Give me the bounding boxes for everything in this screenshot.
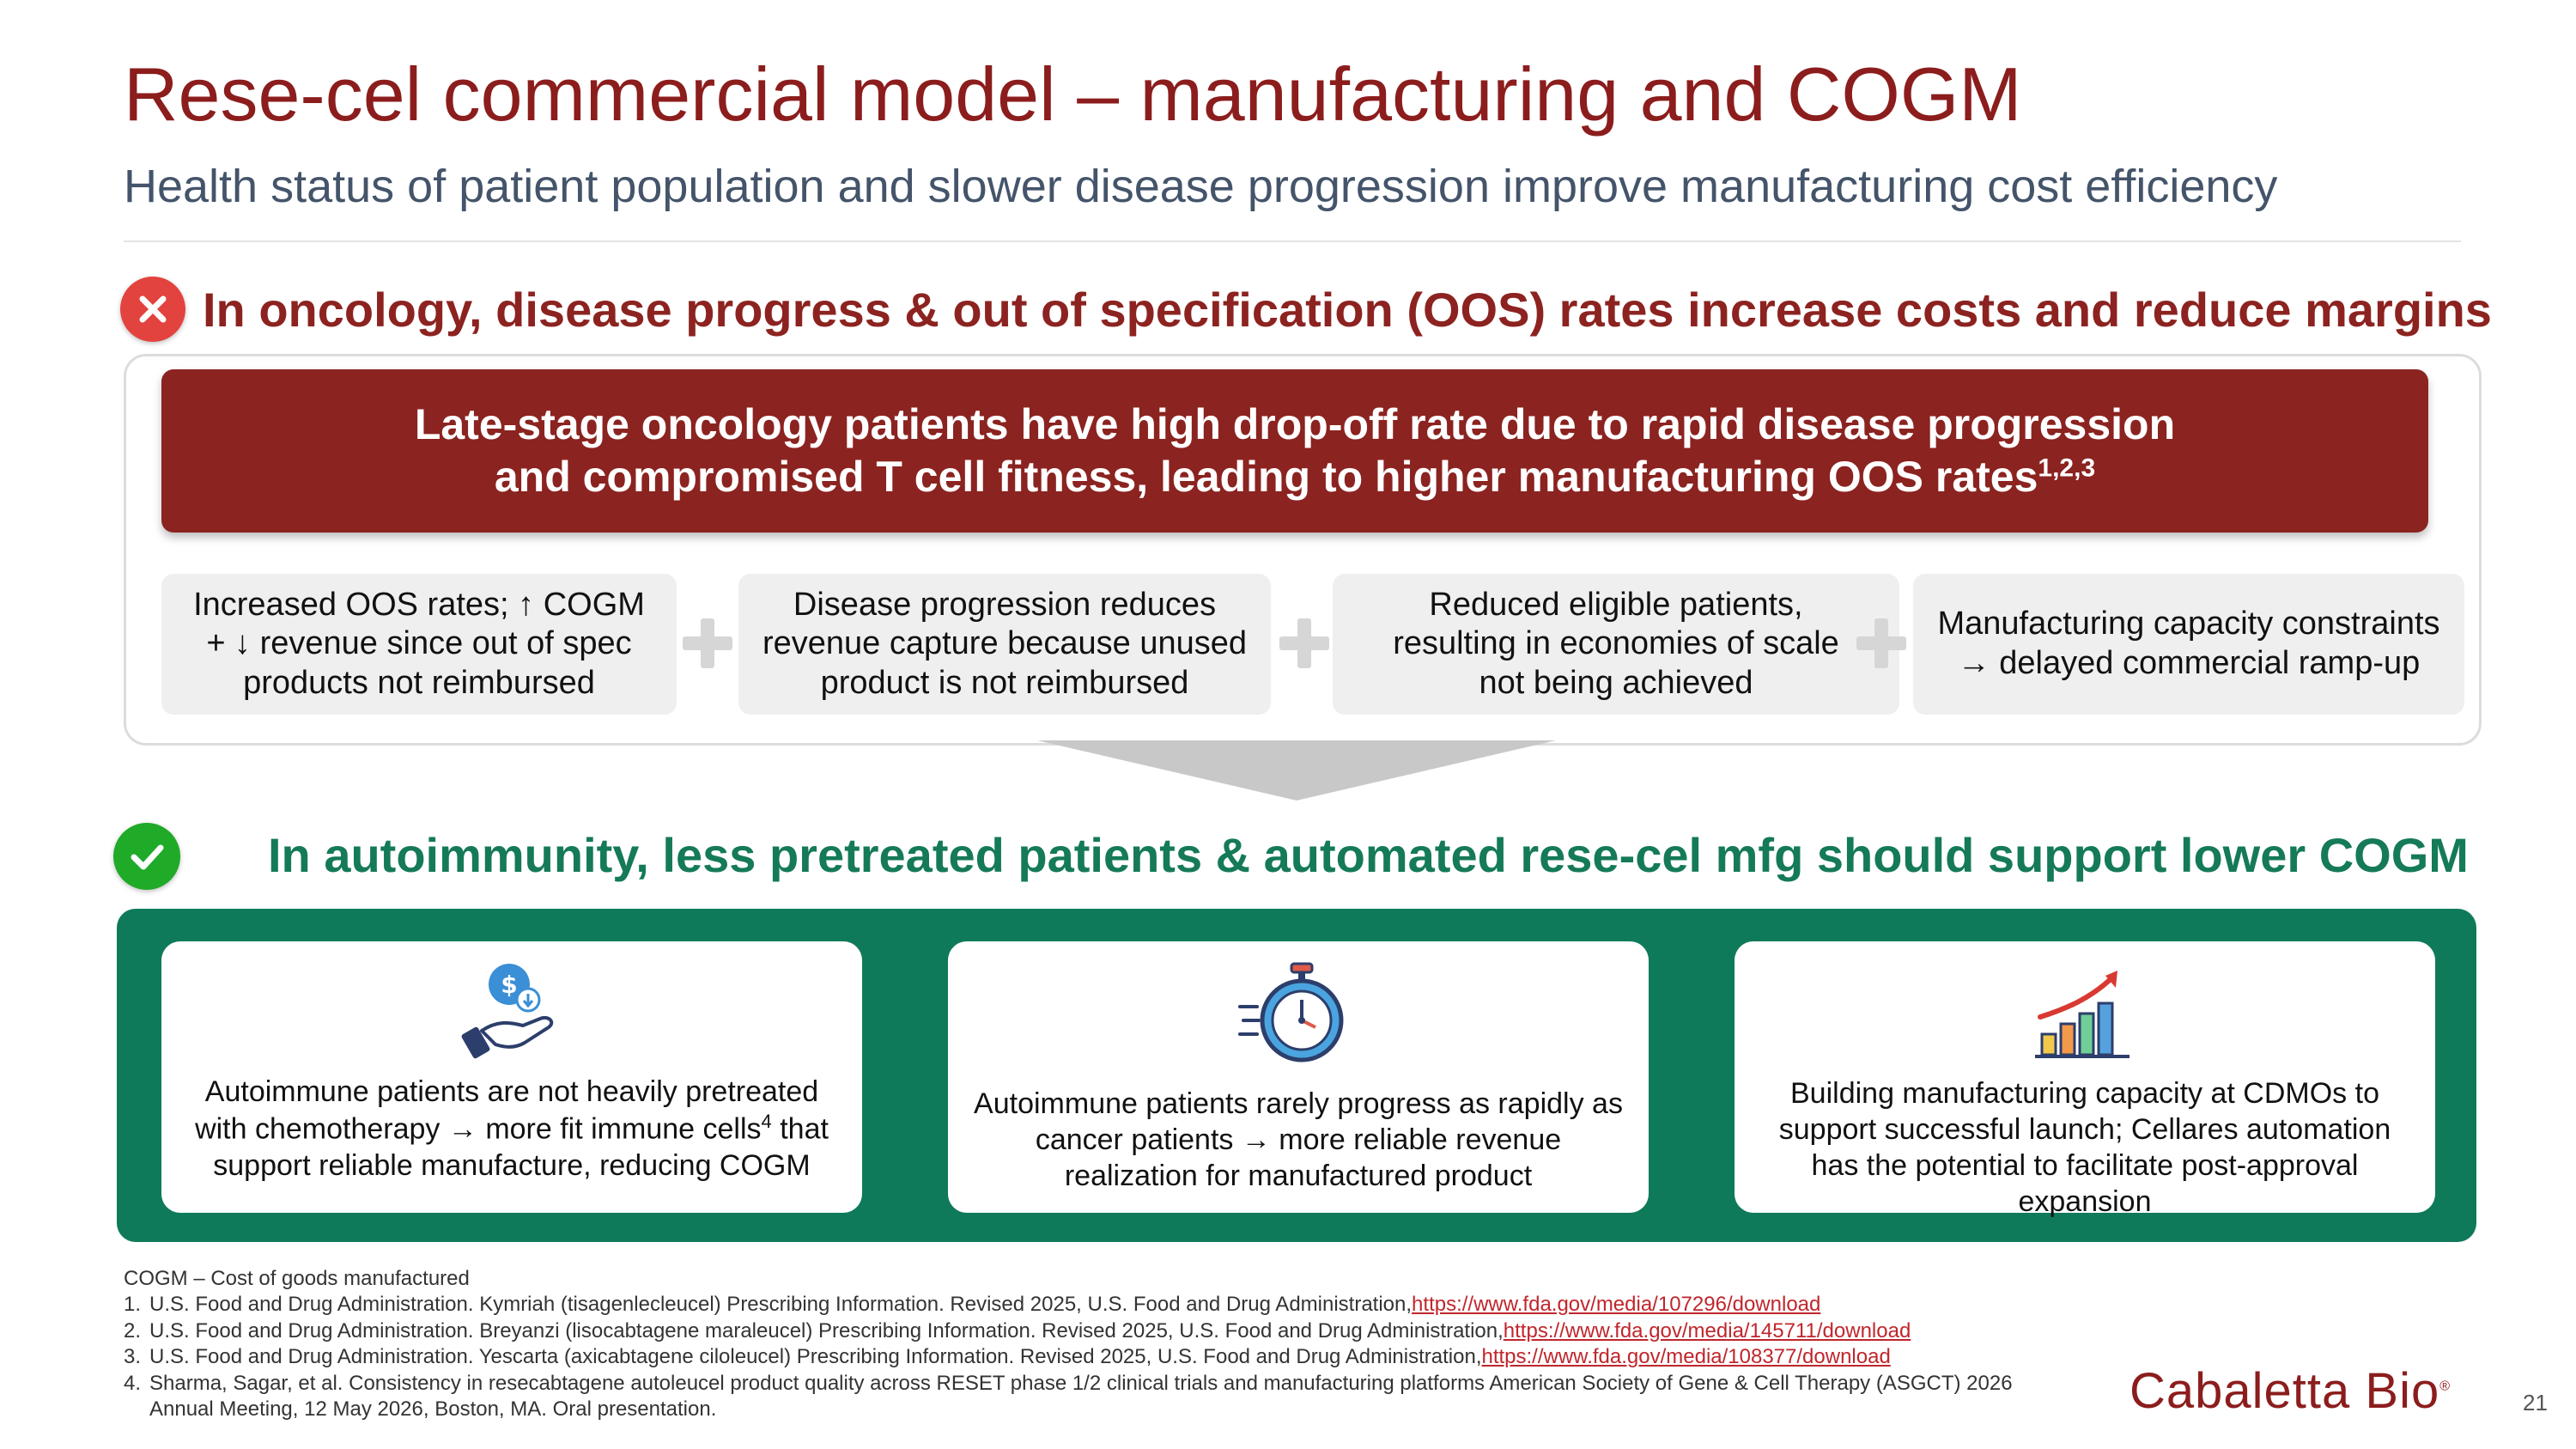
svg-text:$: $ — [501, 971, 517, 999]
footnote-item: 2. U.S. Food and Drug Administration. Bre… — [124, 1318, 1911, 1342]
autoimmunity-card-progression: Autoimmune patients rarely progress as r… — [948, 941, 1649, 1213]
footnote-item: 3. U.S. Food and Drug Administration. Yes… — [124, 1345, 1891, 1369]
growth-chart-icon — [2033, 969, 2136, 1063]
autoimmunity-card-capacity: Building manufacturing capacity at CDMOs… — [1735, 941, 2435, 1218]
page-title: Rese-cel commercial model – manufacturin… — [124, 52, 2022, 137]
oncology-box-progression: Disease progression reduces revenue capt… — [738, 574, 1271, 715]
footnote-item-continued: Annual Meeting, 12 May 2026, Boston, MA.… — [149, 1397, 717, 1422]
footnote-item: 1. U.S. Food and Drug Administration. Kym… — [124, 1293, 1821, 1317]
oncology-box-capacity: Manufacturing capacity constraints → del… — [1913, 574, 2464, 715]
plus-icon — [1279, 618, 1329, 668]
banner-line-1: Late-stage oncology patients have high d… — [414, 400, 2176, 448]
footnotes: COGM – Cost of goods manufactured 1. U.S.… — [124, 1266, 2150, 1423]
plus-icon — [1856, 618, 1906, 668]
close-x-icon — [120, 277, 185, 342]
card-text: Autoimmune patients rarely progress as r… — [974, 1087, 1623, 1193]
page-subtitle: Health status of patient population and … — [124, 161, 2278, 212]
check-icon — [113, 823, 180, 890]
down-chevron-arrow — [1037, 740, 1556, 801]
header-divider — [124, 240, 2461, 242]
footnote-link[interactable]: https://www.fda.gov/media/107296/downloa… — [1412, 1293, 1821, 1317]
oncology-box-eligibility: Reduced eligible patients, resulting in … — [1333, 574, 1899, 715]
stopwatch-icon — [1238, 962, 1358, 1068]
footnote-link[interactable]: https://www.fda.gov/media/108377/downloa… — [1481, 1345, 1891, 1369]
oncology-banner: Late-stage oncology patients have high d… — [161, 369, 2428, 533]
oncology-box-oos: Increased OOS rates; ↑ COGM + ↓ revenue … — [161, 574, 677, 715]
card-text: Building manufacturing capacity at CDMOs… — [1778, 1077, 2391, 1219]
footnote-abbrev: COGM – Cost of goods manufactured — [124, 1267, 470, 1290]
footnote-link[interactable]: https://www.fda.gov/media/145711/downloa… — [1503, 1318, 1911, 1342]
page-number: 21 — [2523, 1390, 2548, 1416]
footnote-item: 4. Sharma, Sagar, et al. Consistency in r… — [124, 1371, 2013, 1395]
oncology-heading: In oncology, disease progress & out of s… — [203, 283, 2492, 337]
hand-dollar-down-icon: $ — [456, 960, 568, 1063]
banner-line-2: and compromised T cell fitness, leading … — [494, 453, 2096, 501]
banner-footnote-ref: 1,2,3 — [2038, 454, 2096, 483]
company-logo: Cabaletta Bio® — [2129, 1363, 2451, 1419]
autoimmunity-heading: In autoimmunity, less pretreated patient… — [268, 828, 2469, 882]
card-text: Autoimmune patients are not heavily pret… — [195, 1075, 829, 1182]
plus-icon — [683, 618, 732, 668]
autoimmunity-card-pretreated: $ Autoimmune patients are not heavily pr… — [161, 941, 862, 1213]
